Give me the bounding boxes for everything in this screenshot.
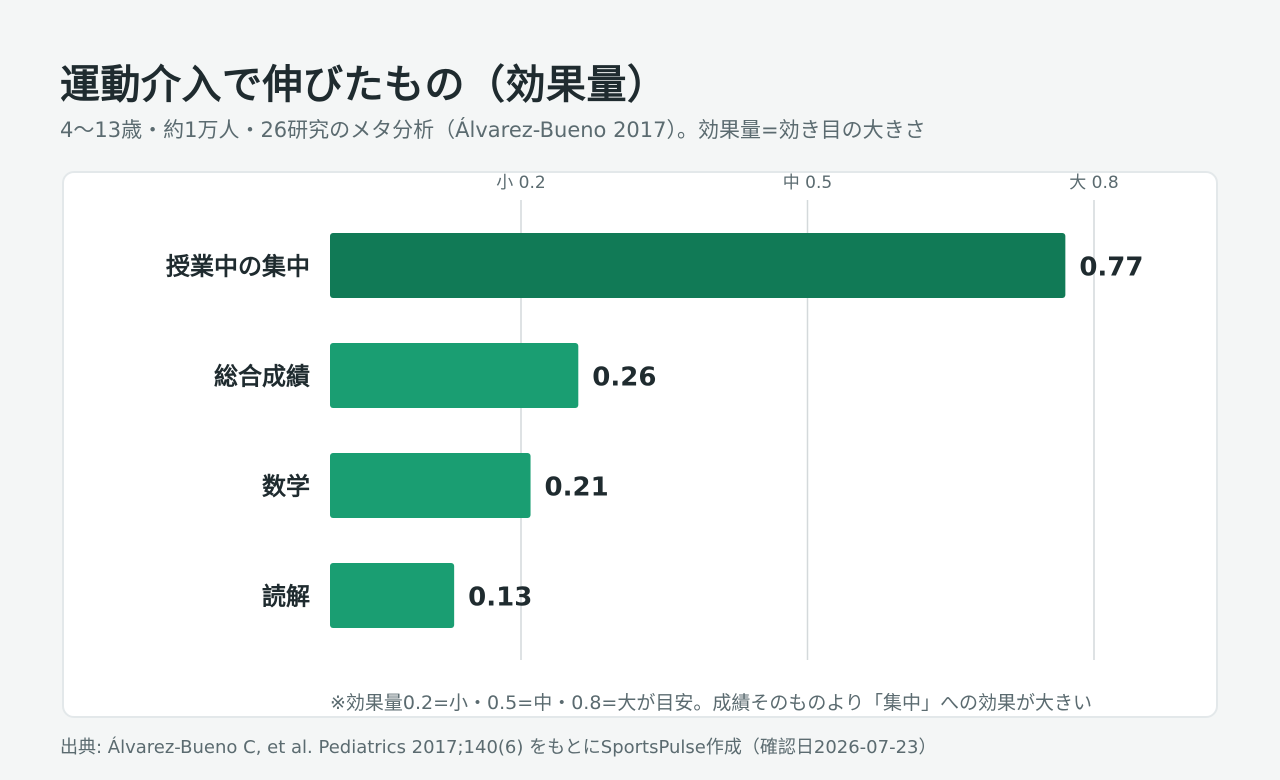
- category-label: 数学: [262, 473, 310, 501]
- chart-title: 運動介入で伸びたもの（効果量）: [60, 62, 668, 108]
- category-label: 授業中の集中: [166, 253, 310, 281]
- source-citation: 出典: Álvarez-Bueno C, et al. Pediatrics 2…: [60, 737, 937, 758]
- bar: [330, 343, 579, 408]
- category-label: 読解: [262, 583, 310, 611]
- value-label: 0.21: [545, 473, 609, 503]
- reference-line-label: 小 0.2: [496, 173, 545, 193]
- bar: [330, 563, 455, 628]
- value-label: 0.26: [592, 363, 656, 393]
- footnote: ※効果量0.2=小・0.5=中・0.8=大が目安。成績そのものより「集中」への効…: [330, 692, 1092, 714]
- reference-line-label: 大 0.8: [1069, 173, 1118, 193]
- value-label: 0.77: [1079, 253, 1143, 283]
- bar: [330, 453, 531, 518]
- chart-subtitle: 4〜13歳・約1万人・26研究のメタ分析（Álvarez-Bueno 2017）…: [60, 118, 926, 142]
- reference-line-label: 中 0.5: [783, 173, 832, 193]
- value-label: 0.13: [468, 583, 532, 613]
- bar: [330, 233, 1066, 298]
- category-label: 総合成績: [214, 363, 310, 391]
